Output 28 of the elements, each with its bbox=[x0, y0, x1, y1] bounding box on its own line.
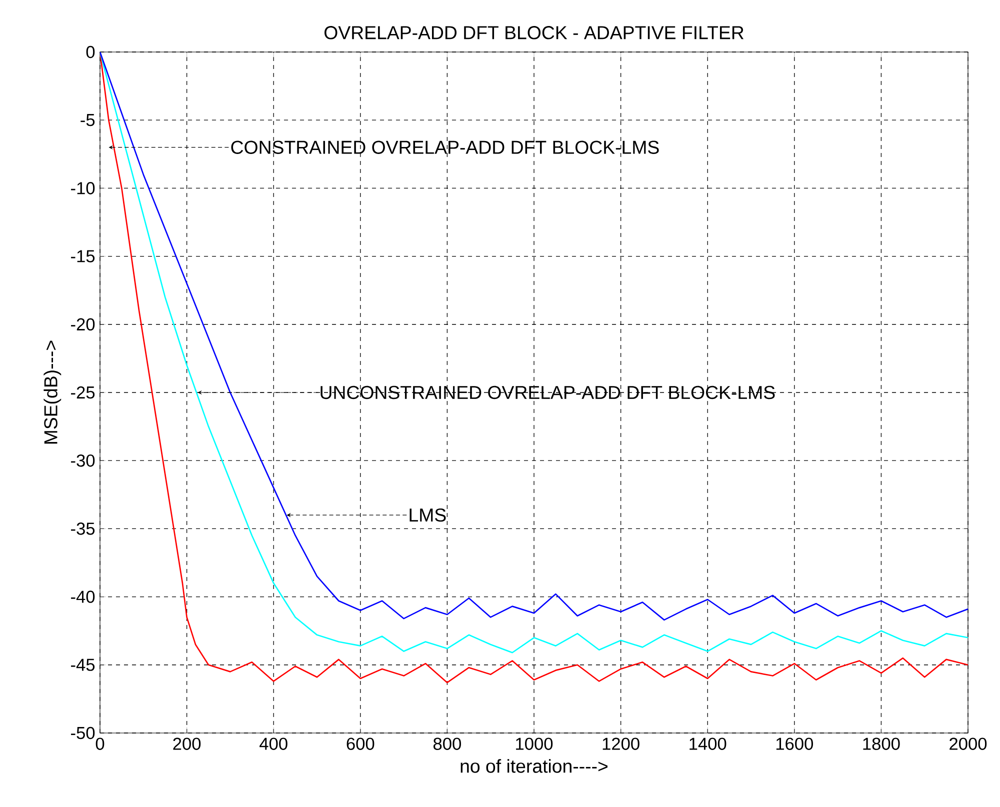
y-tick-label: -35 bbox=[71, 522, 95, 535]
y-tick-label: -10 bbox=[71, 182, 95, 194]
y-tick-label: -50 bbox=[71, 726, 95, 740]
chart-title: OVRELAP-ADD DFT BLOCK - ADAPTIVE FILTER bbox=[324, 26, 744, 40]
y-tick-label: -15 bbox=[71, 250, 95, 262]
annotation: CONSTRAINED OVRELAP-ADD DFT BLOCK-LMS bbox=[231, 140, 659, 154]
x-tick-label: 2000 bbox=[950, 738, 987, 750]
x-tick-label: 1400 bbox=[690, 738, 726, 750]
x-tick-label: 600 bbox=[346, 738, 374, 750]
y-tick-label: -30 bbox=[71, 454, 95, 467]
x-tick-label: 200 bbox=[173, 738, 201, 750]
y-tick-label: -40 bbox=[71, 590, 95, 603]
y-tick-label: 0 bbox=[86, 46, 95, 58]
x-tick-label: 1600 bbox=[776, 738, 813, 750]
annotation: UNCONSTRAINED OVRELAP-ADD DFT BLOCK-LMS bbox=[320, 386, 775, 400]
y-tick-label: -25 bbox=[71, 386, 95, 399]
y-tick-label: -5 bbox=[80, 114, 95, 126]
x-axis-title: no of iteration----> bbox=[460, 759, 608, 773]
x-tick-label: 1200 bbox=[602, 738, 640, 750]
y-axis-title: MSE(dB)---> bbox=[44, 340, 62, 444]
x-tick-label: 400 bbox=[260, 738, 288, 750]
x-tick-label: 1000 bbox=[516, 738, 553, 750]
x-tick-label: 1800 bbox=[863, 738, 900, 750]
y-tick-label: -45 bbox=[71, 658, 95, 671]
y-tick-label: -20 bbox=[71, 318, 95, 331]
annotation: LMS bbox=[410, 508, 446, 522]
x-tick-label: 0 bbox=[96, 738, 104, 750]
x-tick-label: 800 bbox=[433, 738, 461, 750]
